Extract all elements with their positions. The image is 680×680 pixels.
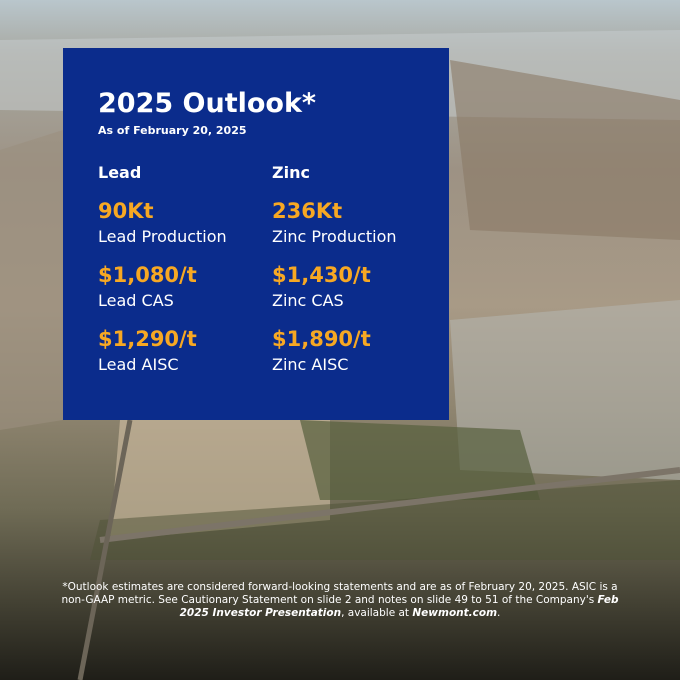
column-heading: Zinc	[272, 163, 310, 182]
metric-value: $1,430/t	[272, 263, 371, 287]
metric-label: Zinc Production	[272, 227, 397, 246]
footnote: *Outlook estimates are considered forwar…	[58, 581, 622, 620]
subtitle: As of February 20, 2025	[98, 124, 247, 137]
metric-label: Lead Production	[98, 227, 227, 246]
column-heading: Lead	[98, 163, 142, 182]
metric-label: Zinc AISC	[272, 355, 349, 374]
metric-label: Zinc CAS	[272, 291, 344, 310]
metric-value: $1,890/t	[272, 327, 371, 351]
footnote-text: *Outlook estimates are considered forwar…	[61, 581, 618, 606]
footnote-text: , available at	[341, 607, 413, 619]
metric-value: 236Kt	[272, 199, 343, 223]
metric-value: $1,080/t	[98, 263, 197, 287]
metric-value: $1,290/t	[98, 327, 197, 351]
title: 2025 Outlook*	[98, 88, 317, 119]
footnote-link: Newmont.com	[412, 607, 498, 619]
metric-value: 90Kt	[98, 199, 154, 223]
metric-label: Lead AISC	[98, 355, 179, 374]
footnote-text: .	[497, 607, 501, 619]
footnote-emphasis: Feb 2025 Investor Presentation	[179, 594, 619, 619]
metric-label: Lead CAS	[98, 291, 174, 310]
outlook-panel: 2025 Outlook* As of February 20, 2025 Le…	[63, 48, 449, 420]
